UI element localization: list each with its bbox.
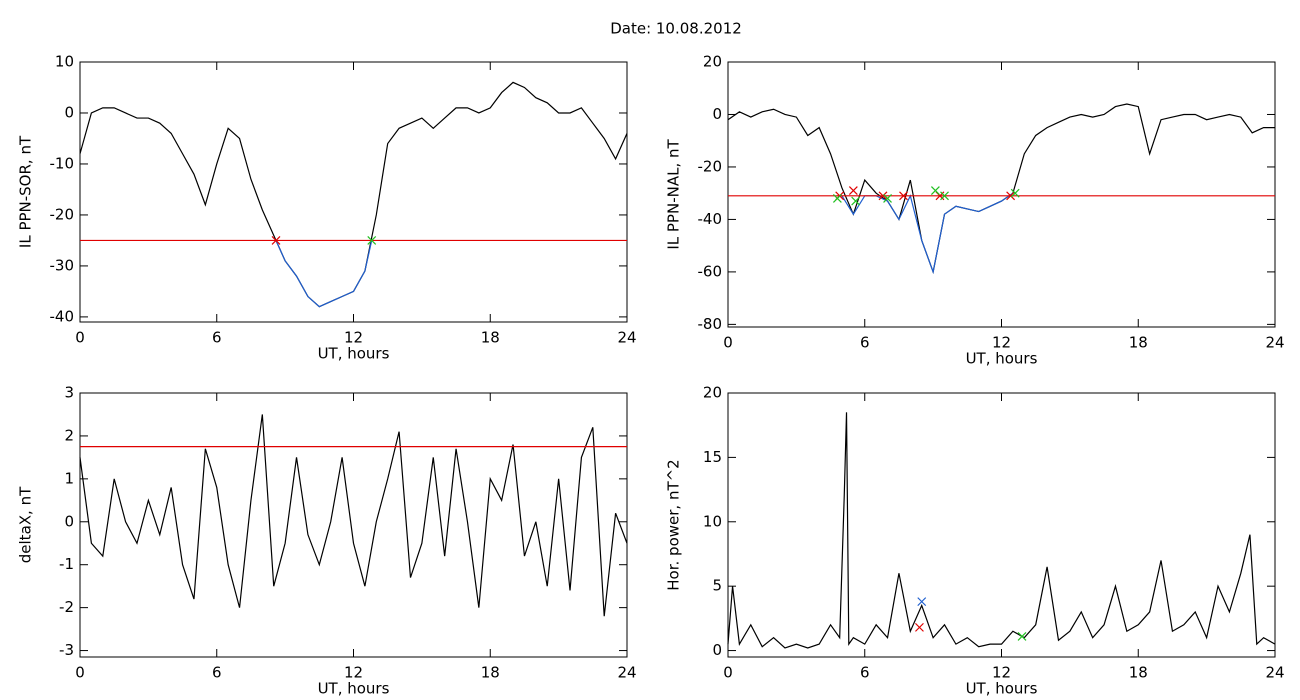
cross-stroke (367, 236, 377, 245)
cross-stroke (930, 186, 940, 195)
cross-stroke (917, 597, 927, 607)
cross-stroke (878, 191, 888, 201)
x-tick-label: 12 (992, 334, 1011, 352)
x-tick-label: 0 (75, 664, 85, 682)
cross-stroke (832, 194, 842, 203)
x-tick-label: 6 (860, 664, 870, 682)
y-tick-label: -10 (50, 154, 75, 172)
y-tick-label: 0 (64, 512, 74, 530)
cross-stroke (940, 191, 949, 201)
cross-marker (940, 191, 949, 201)
data-line (837, 192, 1014, 275)
y-tick-label: 20 (703, 384, 722, 402)
y-tick-label: 0 (64, 103, 74, 121)
y-axis-label: Hor. power, nT^2 (665, 459, 683, 590)
x-axis-label: UT, hours (966, 350, 1038, 368)
x-tick-label: 6 (860, 334, 870, 352)
y-tick-label: -20 (698, 157, 723, 175)
cross-marker (1017, 631, 1027, 641)
x-axis-label: UT, hours (318, 680, 390, 698)
cross-stroke (1010, 188, 1020, 198)
cross-marker (832, 194, 842, 203)
y-tick-label: 20 (703, 53, 722, 71)
y-tick-label: -40 (698, 210, 723, 228)
y-tick-label: 15 (703, 448, 722, 466)
cross-marker (1006, 191, 1016, 201)
y-axis-label: IL PPN-SOR, nT (17, 135, 35, 248)
y-tick-label: 1 (64, 469, 74, 487)
x-axis-label: UT, hours (966, 680, 1038, 698)
cross-stroke (899, 191, 908, 201)
cross-marker (883, 194, 892, 203)
cross-stroke (883, 194, 892, 203)
cross-stroke (848, 186, 858, 195)
cross-marker (899, 191, 908, 201)
y-tick-label: -1 (59, 555, 74, 573)
x-tick-label: 24 (617, 329, 636, 347)
y-tick-label: -30 (50, 256, 75, 274)
x-tick-label: 12 (992, 664, 1011, 682)
cross-marker (367, 236, 377, 245)
x-tick-label: 12 (344, 664, 363, 682)
y-tick-label: 2 (64, 426, 74, 444)
x-tick-label: 24 (1265, 334, 1284, 352)
x-tick-label: 12 (344, 329, 363, 347)
x-tick-label: 24 (1265, 664, 1284, 682)
cross-stroke (1017, 631, 1027, 641)
figure-title: Date: 10.08.2012 (610, 20, 742, 38)
x-tick-label: 6 (212, 329, 222, 347)
x-tick-label: 18 (1129, 664, 1148, 682)
cross-stroke (1006, 191, 1016, 201)
y-tick-label: 10 (703, 512, 722, 530)
x-tick-label: 0 (75, 329, 85, 347)
y-tick-label: 10 (55, 53, 74, 71)
x-tick-label: 6 (212, 664, 222, 682)
cross-marker (848, 186, 858, 195)
cross-marker (851, 196, 861, 206)
y-axis-label: deltaX, nT (17, 486, 35, 563)
x-tick-label: 24 (617, 664, 636, 682)
x-axis-label: UT, hours (318, 345, 390, 363)
x-tick-label: 18 (481, 664, 500, 682)
x-tick-label: 0 (723, 334, 733, 352)
y-tick-label: -40 (50, 307, 75, 325)
y-axis-label: IL PPN-NAL, nT (665, 139, 683, 250)
y-tick-label: -3 (59, 641, 74, 659)
cross-marker (915, 622, 924, 632)
x-tick-label: 18 (1129, 334, 1148, 352)
y-tick-label: -2 (59, 598, 74, 616)
cross-marker (271, 236, 281, 245)
cross-marker (878, 191, 888, 201)
cross-stroke (271, 236, 281, 245)
y-tick-label: 3 (64, 384, 74, 402)
y-tick-label: 0 (712, 105, 722, 123)
cross-stroke (915, 622, 924, 632)
x-tick-label: 0 (723, 664, 733, 682)
y-tick-label: -60 (698, 262, 723, 280)
y-tick-label: -80 (698, 315, 723, 333)
cross-marker (917, 597, 927, 607)
cross-marker (1010, 188, 1020, 198)
data-line (79, 414, 628, 617)
y-tick-label: 5 (712, 577, 722, 595)
data-line (275, 240, 373, 308)
cross-marker (930, 186, 940, 195)
y-tick-label: -20 (50, 205, 75, 223)
x-tick-label: 18 (481, 329, 500, 347)
data-line (727, 412, 1276, 649)
cross-stroke (851, 196, 861, 206)
y-tick-label: 0 (712, 641, 722, 659)
